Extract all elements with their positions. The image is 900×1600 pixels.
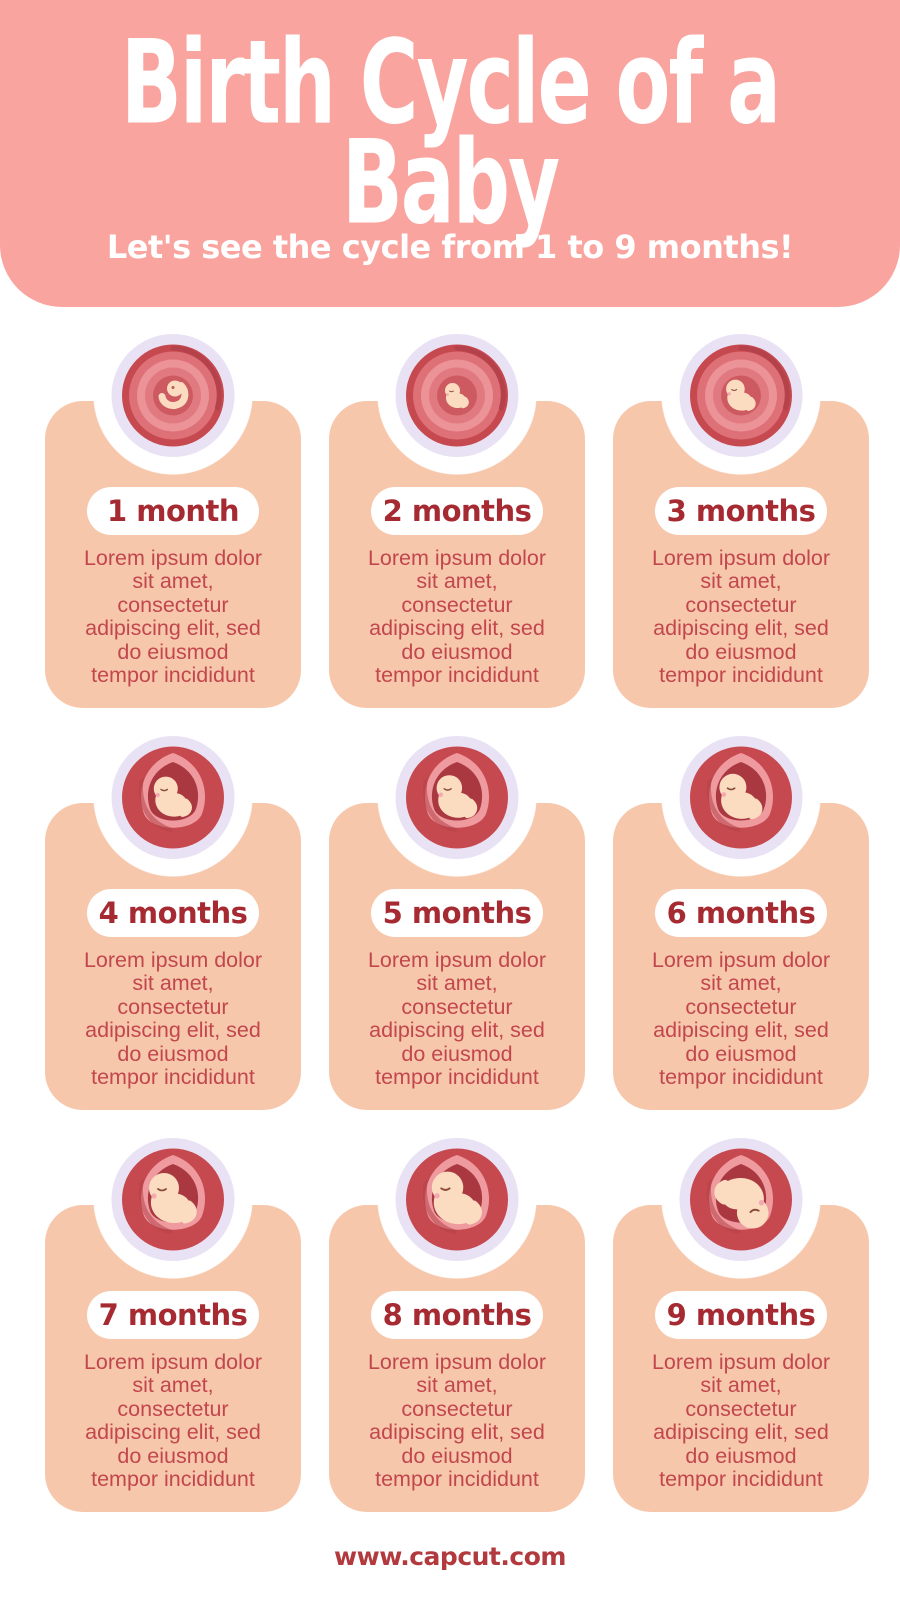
womb-illustration bbox=[395, 736, 519, 859]
womb-illustration bbox=[679, 1138, 803, 1261]
month-pill: 3 months bbox=[655, 487, 827, 535]
womb-illustration bbox=[111, 334, 235, 457]
month-pill: 7 months bbox=[87, 1291, 259, 1339]
month-pill: 9 months bbox=[655, 1291, 827, 1339]
womb-illustration bbox=[679, 334, 803, 457]
embryo-icon bbox=[158, 380, 189, 409]
womb-illustration bbox=[111, 1138, 235, 1261]
month-description: Lorem ipsum dolor sit amet, consectetur … bbox=[651, 1350, 831, 1492]
month-card: 4 months Lorem ipsum dolor sit amet, cons… bbox=[45, 736, 301, 1110]
footer: www.capcut.com bbox=[0, 1542, 900, 1571]
month-label: 7 months bbox=[98, 1298, 248, 1332]
fetus-icon bbox=[726, 379, 756, 411]
baby-icon bbox=[719, 773, 763, 820]
month-label: 4 months bbox=[98, 896, 248, 930]
card-body: 6 months Lorem ipsum dolor sit amet, cons… bbox=[613, 803, 869, 1110]
baby-icon bbox=[149, 1173, 197, 1224]
month-description: Lorem ipsum dolor sit amet, consectetur … bbox=[367, 1350, 547, 1492]
womb-illustration bbox=[395, 334, 519, 457]
month-description: Lorem ipsum dolor sit amet, consectetur … bbox=[367, 948, 547, 1090]
card-body: 4 months Lorem ipsum dolor sit amet, cons… bbox=[45, 803, 301, 1110]
month-label: 9 months bbox=[666, 1298, 816, 1332]
month-label: 2 months bbox=[382, 494, 532, 528]
month-card: 9 months Lorem ipsum dolor sit amet, cons… bbox=[613, 1138, 869, 1512]
baby-icon bbox=[436, 775, 478, 819]
month-pill: 2 months bbox=[371, 487, 543, 535]
month-description: Lorem ipsum dolor sit amet, consectetur … bbox=[83, 1350, 263, 1492]
fetus-icon bbox=[445, 383, 469, 409]
card-body: 5 months Lorem ipsum dolor sit amet, cons… bbox=[329, 803, 585, 1110]
baby-icon bbox=[153, 776, 192, 818]
website-url: www.capcut.com bbox=[334, 1542, 566, 1571]
month-label: 6 months bbox=[666, 896, 816, 930]
month-pill: 6 months bbox=[655, 889, 827, 937]
month-label: 1 month bbox=[106, 494, 240, 528]
baby-icon bbox=[714, 1178, 769, 1229]
month-pill: 8 months bbox=[371, 1291, 543, 1339]
cards-grid: 1 month Lorem ipsum dolor sit amet, conse… bbox=[45, 334, 869, 1512]
womb-illustration bbox=[111, 736, 235, 859]
womb-illustration bbox=[679, 736, 803, 859]
month-label: 8 months bbox=[382, 1298, 532, 1332]
womb-illustration bbox=[395, 1138, 519, 1261]
page-title: Birth Cycle of a Baby bbox=[120, 15, 781, 250]
month-card: 1 month Lorem ipsum dolor sit amet, conse… bbox=[45, 334, 301, 708]
baby-icon bbox=[431, 1171, 482, 1225]
month-pill: 1 month bbox=[87, 487, 259, 535]
month-card: 6 months Lorem ipsum dolor sit amet, cons… bbox=[613, 736, 869, 1110]
month-description: Lorem ipsum dolor sit amet, consectetur … bbox=[651, 948, 831, 1090]
month-pill: 4 months bbox=[87, 889, 259, 937]
month-card: 2 months Lorem ipsum dolor sit amet, cons… bbox=[329, 334, 585, 708]
header-subtitle: Let's see the cycle from 1 to 9 months! bbox=[106, 228, 794, 266]
header-banner: Birth Cycle of a Baby Let's see the cycl… bbox=[0, 0, 900, 307]
month-description: Lorem ipsum dolor sit amet, consectetur … bbox=[83, 948, 263, 1090]
month-card: 7 months Lorem ipsum dolor sit amet, cons… bbox=[45, 1138, 301, 1512]
month-card: 5 months Lorem ipsum dolor sit amet, cons… bbox=[329, 736, 585, 1110]
month-description: Lorem ipsum dolor sit amet, consectetur … bbox=[83, 546, 263, 688]
month-card: 3 months Lorem ipsum dolor sit amet, cons… bbox=[613, 334, 869, 708]
month-label: 5 months bbox=[382, 896, 532, 930]
month-description: Lorem ipsum dolor sit amet, consectetur … bbox=[367, 546, 547, 688]
month-label: 3 months bbox=[666, 494, 816, 528]
month-card: 8 months Lorem ipsum dolor sit amet, cons… bbox=[329, 1138, 585, 1512]
month-description: Lorem ipsum dolor sit amet, consectetur … bbox=[651, 546, 831, 688]
month-pill: 5 months bbox=[371, 889, 543, 937]
